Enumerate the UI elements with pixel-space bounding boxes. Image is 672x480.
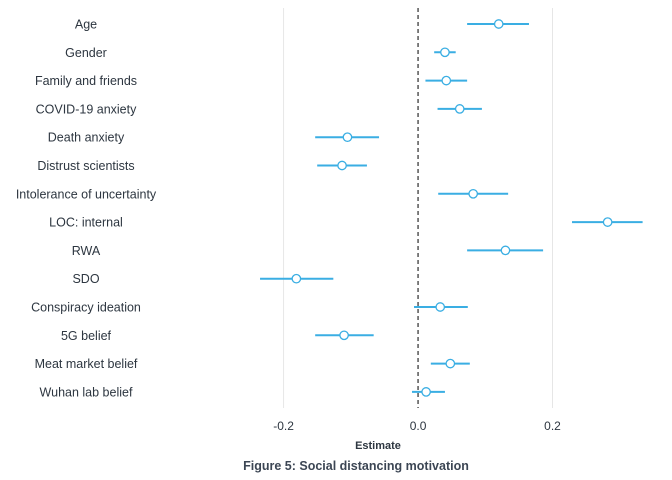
point-2 bbox=[441, 75, 452, 86]
point-11 bbox=[339, 330, 349, 341]
category-label-6: Intolerance of uncertainty bbox=[16, 187, 157, 201]
category-label-12: Meat market belief bbox=[35, 357, 138, 371]
category-label-0: Age bbox=[75, 18, 97, 32]
intervals bbox=[260, 23, 643, 393]
category-label-9: SDO bbox=[72, 272, 99, 286]
category-label-2: Family and friends bbox=[35, 74, 137, 88]
category-label-11: 5G belief bbox=[61, 329, 112, 343]
point-12 bbox=[445, 358, 456, 369]
x-tick-label-2: 0.2 bbox=[544, 419, 561, 433]
point-4 bbox=[342, 132, 353, 143]
point-13 bbox=[421, 387, 431, 397]
category-label-1: Gender bbox=[65, 46, 107, 60]
point-8 bbox=[500, 245, 511, 256]
point-1 bbox=[440, 47, 450, 58]
category-label-8: RWA bbox=[72, 244, 101, 258]
category-label-3: COVID-19 anxiety bbox=[36, 102, 137, 116]
point-5 bbox=[337, 160, 347, 171]
gridlines bbox=[283, 8, 554, 408]
category-label-7: LOC: internal bbox=[49, 216, 123, 230]
category-label-13: Wuhan lab belief bbox=[40, 385, 133, 399]
point-0 bbox=[493, 19, 504, 29]
x-tick-label-0: -0.2 bbox=[273, 419, 294, 433]
category-label-10: Conspiracy ideation bbox=[31, 301, 141, 315]
point-10 bbox=[435, 302, 446, 312]
x-axis-title: Estimate bbox=[355, 440, 401, 452]
points bbox=[291, 19, 613, 397]
point-6 bbox=[468, 188, 479, 199]
point-9 bbox=[291, 273, 302, 284]
chart-title: Figure 5: Social distancing motivation bbox=[243, 459, 469, 473]
category-label-5: Distrust scientists bbox=[37, 159, 134, 173]
point-3 bbox=[454, 104, 465, 114]
point-7 bbox=[602, 217, 613, 227]
category-labels: Age Gender Family and friends COVID-19 anxi… bbox=[16, 18, 157, 400]
x-tick-label-1: 0.0 bbox=[410, 419, 427, 433]
category-label-4: Death anxiety bbox=[48, 131, 125, 145]
x-tick-labels: -0.2 0.0 0.2 bbox=[273, 419, 561, 433]
